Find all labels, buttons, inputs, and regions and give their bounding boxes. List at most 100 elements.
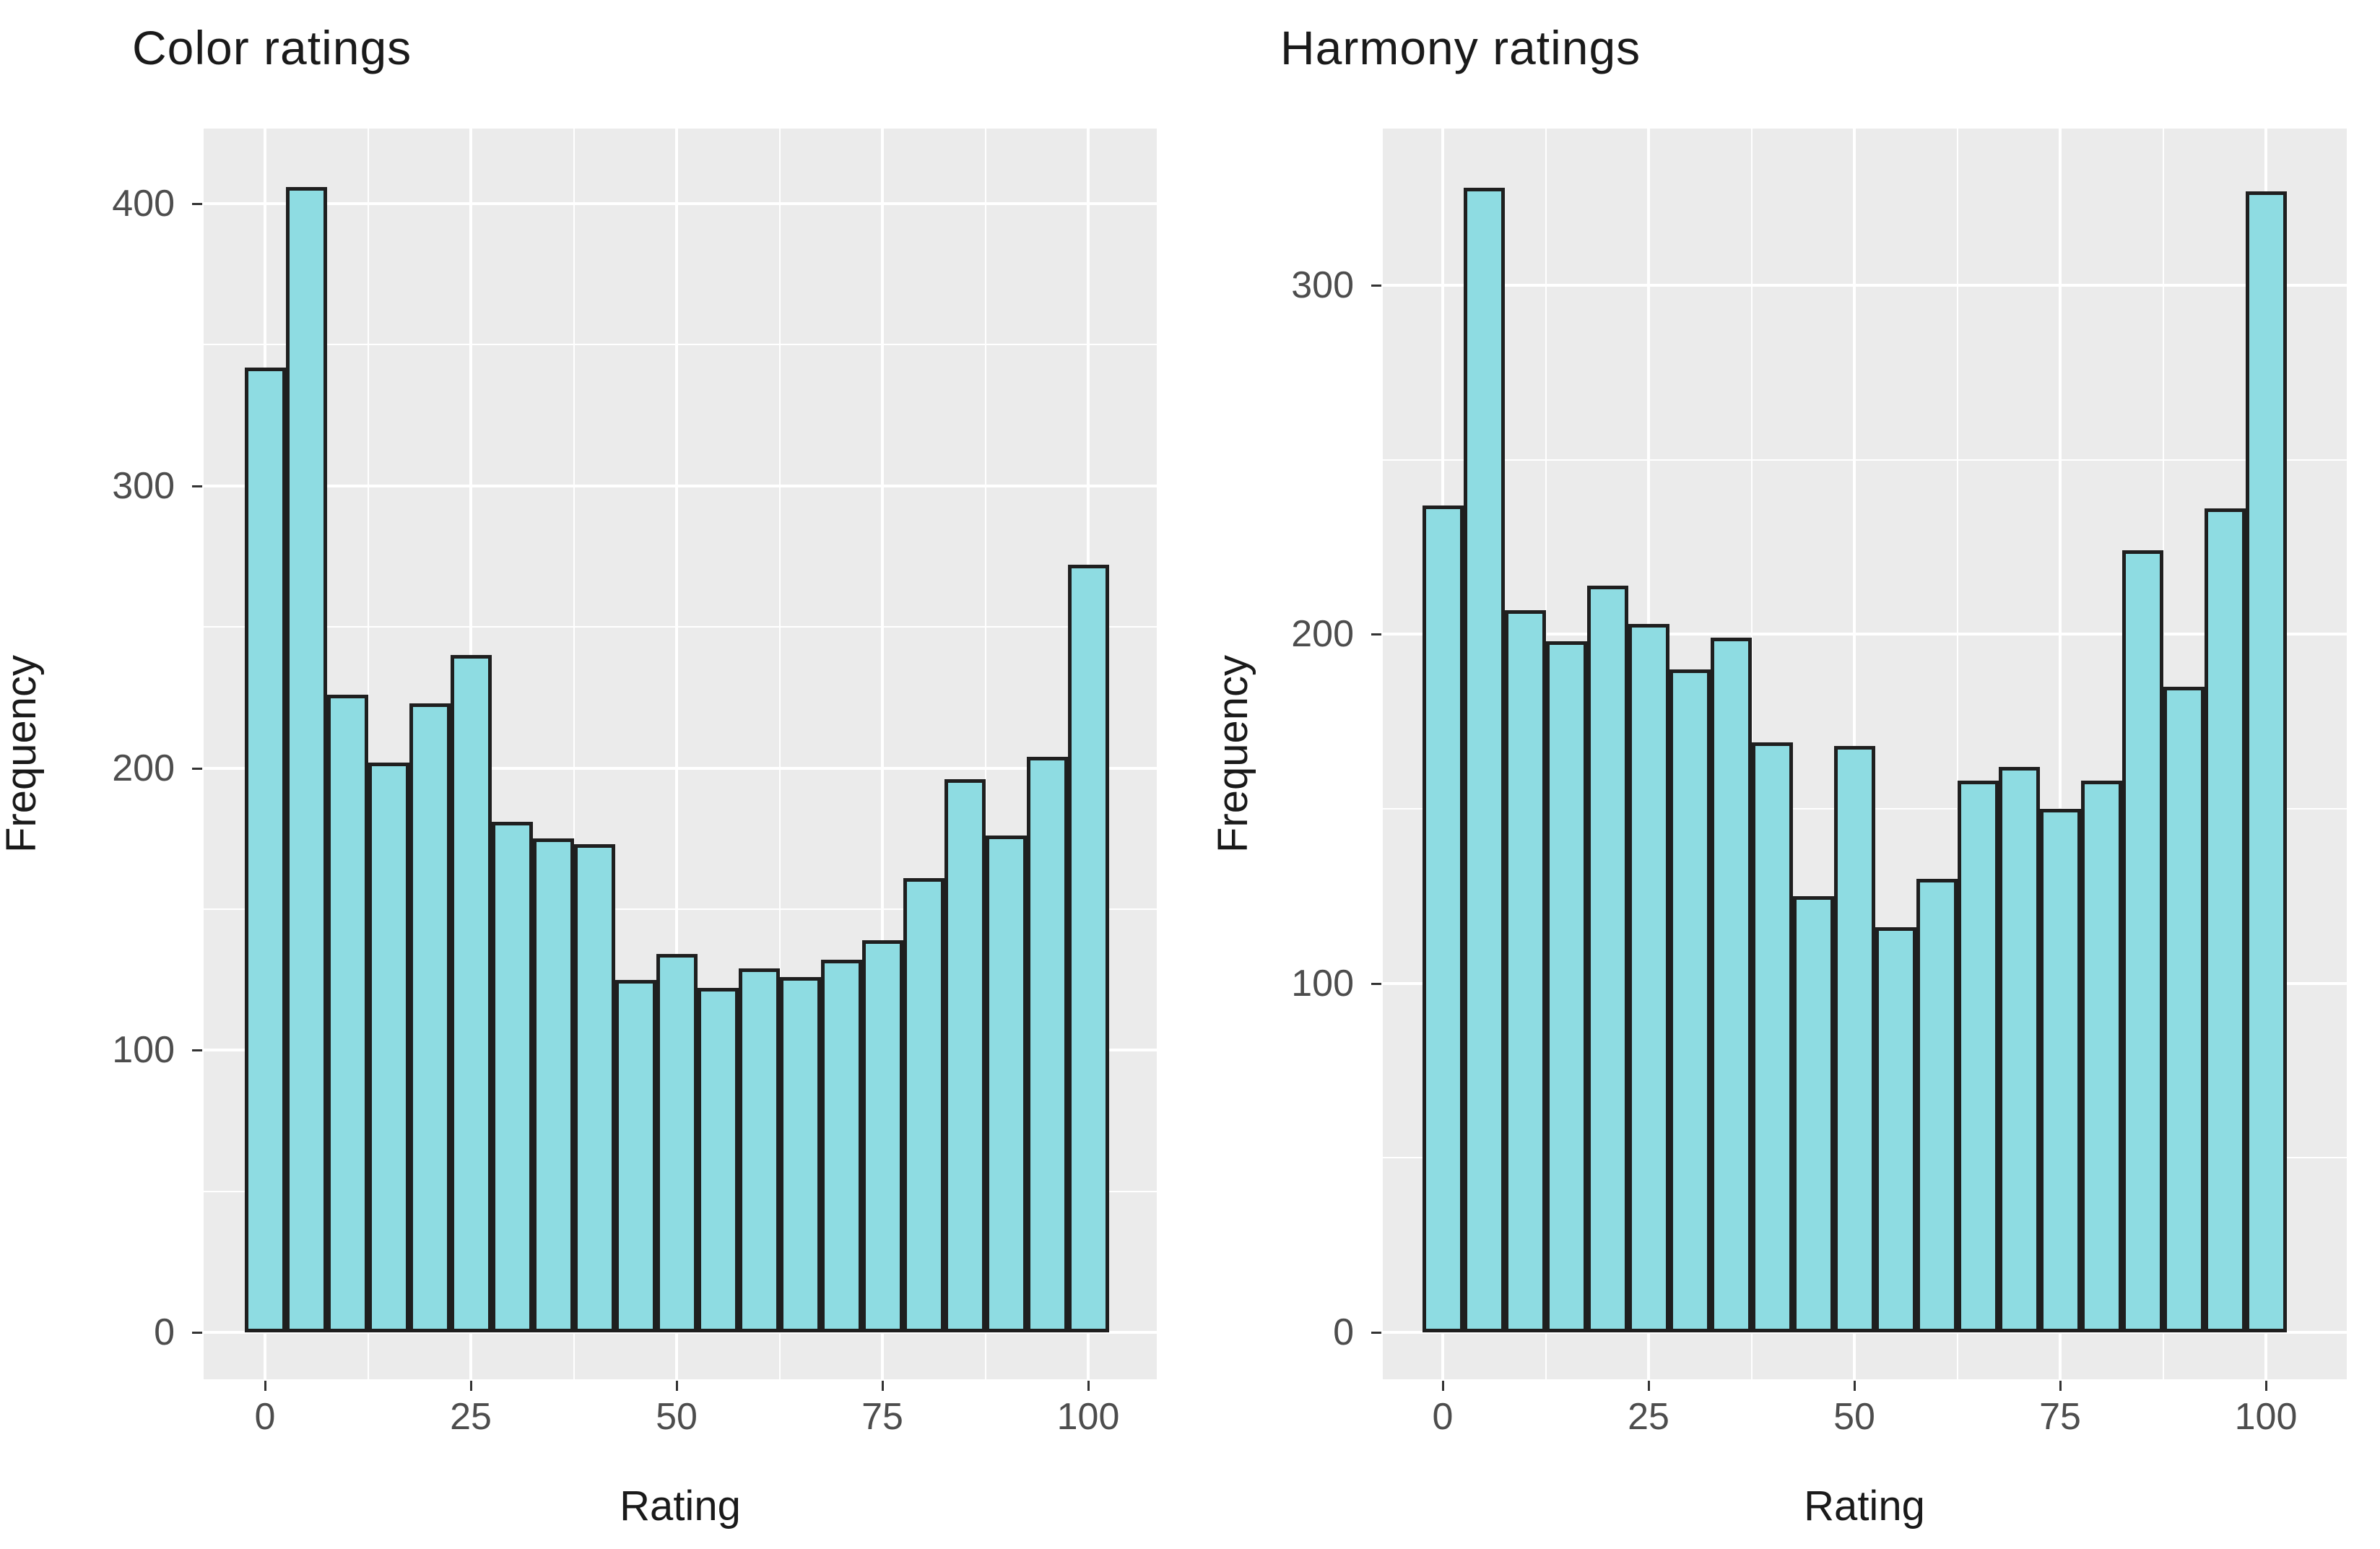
histogram-bar [903, 877, 944, 1332]
major-gridline-y [1383, 633, 2347, 636]
histogram-bar [532, 838, 574, 1332]
y-axis-tick [1371, 633, 1381, 636]
histogram-bar [244, 367, 286, 1332]
plot-panel [1383, 129, 2347, 1379]
x-tick-label: 25 [450, 1396, 492, 1438]
minor-gridline-x [367, 129, 369, 1379]
minor-gridline-y [204, 626, 1157, 628]
minor-gridline-y [204, 344, 1157, 346]
histogram-bar [1669, 669, 1711, 1332]
x-axis-tick [882, 1381, 884, 1391]
histogram-bar [1875, 927, 1916, 1332]
x-tick-label: 25 [1628, 1396, 1669, 1438]
x-axis-tick [1648, 1381, 1650, 1391]
y-tick-label: 400 [112, 183, 175, 225]
histogram-bar [326, 694, 368, 1332]
histogram-bar [1545, 641, 1587, 1332]
x-tick-label: 0 [254, 1396, 276, 1438]
y-axis-tick [192, 767, 202, 770]
histogram-bar [1422, 505, 1464, 1332]
major-gridline-x [675, 129, 678, 1379]
histogram-bar [779, 976, 821, 1332]
x-tick-label: 50 [1833, 1396, 1875, 1438]
x-axis-tick [1087, 1381, 1090, 1391]
chart-title: Color ratings [132, 21, 412, 74]
histogram-bar [2121, 550, 2163, 1332]
x-tick-label: 100 [2234, 1396, 2298, 1438]
y-tick-label: 300 [1291, 264, 1354, 306]
minor-gridline-x [778, 129, 781, 1379]
major-gridline-y [204, 766, 1157, 770]
x-axis-tick [2059, 1381, 2062, 1391]
y-tick-label: 100 [112, 1029, 175, 1072]
histogram-bar [1792, 895, 1834, 1332]
histogram-bar [1026, 756, 1068, 1332]
minor-gridline-x [984, 129, 986, 1379]
major-gridline-x [2059, 129, 2062, 1379]
major-gridline-y [204, 202, 1157, 205]
histogram-bar [861, 940, 903, 1332]
histogram-bar [573, 844, 615, 1332]
histogram-bar [656, 954, 698, 1332]
histogram-bar [2245, 191, 2287, 1332]
x-axis-tick [264, 1381, 266, 1391]
y-axis-tick [1371, 982, 1381, 985]
histogram-bar [820, 960, 862, 1332]
histogram-bar [1957, 781, 1999, 1332]
y-tick-label: 300 [112, 464, 175, 507]
major-gridline-y [1383, 1331, 2347, 1334]
histogram-bar [1916, 878, 1958, 1332]
histogram-bar [1998, 767, 2040, 1332]
x-tick-label: 75 [2039, 1396, 2081, 1438]
histogram-bar [1586, 585, 1628, 1332]
x-axis-tick [470, 1381, 472, 1391]
histogram-bar [614, 979, 656, 1332]
histogram-bar [450, 655, 492, 1332]
y-tick-label: 0 [1333, 1311, 1354, 1353]
histogram-bar [2080, 781, 2122, 1332]
y-tick-label: 200 [112, 747, 175, 789]
histogram-bar [368, 762, 409, 1332]
y-axis-label: Frequency [1209, 654, 1256, 854]
histogram-bar [738, 968, 780, 1332]
x-tick-label: 50 [656, 1396, 698, 1438]
minor-gridline-y [204, 908, 1157, 910]
histogram-bar [1628, 623, 1669, 1332]
x-axis-tick [2265, 1381, 2267, 1391]
histogram-bar [2039, 809, 2081, 1332]
x-axis-label: Rating [620, 1483, 741, 1530]
x-tick-label: 100 [1056, 1396, 1120, 1438]
x-axis-tick [676, 1381, 678, 1391]
y-tick-label: 0 [154, 1311, 175, 1353]
y-axis-tick [192, 1049, 202, 1052]
y-axis-tick [192, 485, 202, 487]
histogram-bar [944, 779, 986, 1332]
x-tick-label: 0 [1432, 1396, 1454, 1438]
x-axis-tick [1854, 1381, 1856, 1391]
histogram-bar [985, 836, 1027, 1332]
y-tick-label: 200 [1291, 613, 1354, 656]
minor-gridline-x [1956, 129, 1958, 1379]
histogram-bar [1710, 638, 1752, 1332]
chart-title: Harmony ratings [1280, 21, 1641, 74]
major-gridline-y [204, 484, 1157, 487]
y-axis-tick [1371, 285, 1381, 287]
y-axis-tick [1371, 1332, 1381, 1334]
y-tick-label: 100 [1291, 962, 1354, 1005]
plot-panel [204, 129, 1157, 1379]
histogram-bar [697, 988, 739, 1332]
major-gridline-x [881, 129, 884, 1379]
histogram-bar [1751, 742, 1793, 1332]
histogram-bar [2204, 508, 2246, 1332]
x-tick-label: 75 [861, 1396, 903, 1438]
y-axis-tick [192, 203, 202, 205]
minor-gridline-y [1383, 459, 2347, 461]
histogram-bar [409, 703, 451, 1332]
histogram-bar [491, 821, 533, 1332]
histogram-bar [1504, 609, 1546, 1332]
histogram-bar [2163, 686, 2205, 1332]
histogram-bar [1067, 565, 1109, 1332]
histogram-bar [285, 186, 327, 1332]
x-axis-label: Rating [1804, 1483, 1925, 1530]
